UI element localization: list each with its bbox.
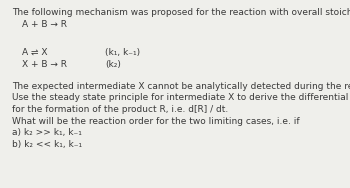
Text: X + B → R: X + B → R	[22, 60, 67, 69]
Text: The expected intermediate X cannot be analytically detected during the reaction.: The expected intermediate X cannot be an…	[12, 82, 350, 91]
Text: A + B → R: A + B → R	[22, 20, 67, 29]
Text: A ⇌ X: A ⇌ X	[22, 48, 48, 57]
Text: for the formation of the product R, i.e. d[R] / dt.: for the formation of the product R, i.e.…	[12, 105, 228, 114]
Text: b) k₂ << k₁, k₋₁: b) k₂ << k₁, k₋₁	[12, 139, 82, 149]
Text: (k₂): (k₂)	[105, 60, 121, 69]
Text: a) k₂ >> k₁, k₋₁: a) k₂ >> k₁, k₋₁	[12, 128, 82, 137]
Text: What will be the reaction order for the two limiting cases, i.e. if: What will be the reaction order for the …	[12, 117, 300, 126]
Text: Use the steady state principle for intermediate X to derive the differential kin: Use the steady state principle for inter…	[12, 93, 350, 102]
Text: (k₁, k₋₁): (k₁, k₋₁)	[105, 48, 140, 57]
Text: The following mechanism was proposed for the reaction with overall stoichiometry: The following mechanism was proposed for…	[12, 8, 350, 17]
